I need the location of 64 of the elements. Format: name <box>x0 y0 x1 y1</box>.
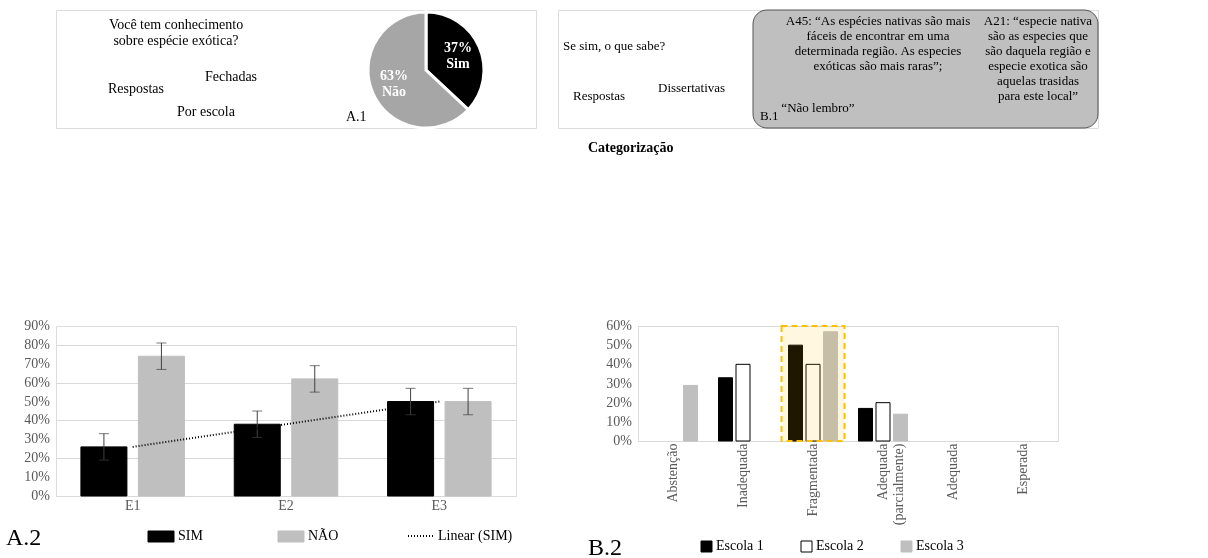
text: Respostas <box>108 81 164 96</box>
x-tick-label: E2 <box>278 497 294 513</box>
x-tick-label: Adequada (parcialmente) <box>875 442 907 526</box>
bar <box>805 363 821 442</box>
y-tick-label: 20% <box>24 450 51 466</box>
legend-label: Linear (SIM) <box>438 528 513 544</box>
bar <box>875 402 891 442</box>
text: Dissertativas <box>658 80 726 95</box>
y-tick-label: 30% <box>606 375 633 391</box>
x-tick-label: Inadequada <box>735 442 750 509</box>
text: Se sim, o que sabe? <box>563 38 666 53</box>
y-tick-label: 0% <box>613 433 633 448</box>
legend-label: SIM <box>178 528 204 543</box>
text: Por escola <box>177 104 236 119</box>
y-tick-label: 20% <box>606 394 633 410</box>
text: A45: “As espécies nativas são mais fáceis de encontrar em uma determinada região. As especies exóticas são mais raras”; <box>785 13 971 73</box>
x-tick-label: Fragmentada <box>805 442 820 517</box>
y-tick-label: 10% <box>24 469 51 485</box>
y-tick-label: 60% <box>606 318 633 333</box>
text: Respostas <box>573 88 625 103</box>
bar <box>137 355 185 497</box>
bar <box>788 344 803 442</box>
y-tick-label: 0% <box>31 488 51 503</box>
y-tick-label: 30% <box>24 431 51 447</box>
bar <box>823 331 838 442</box>
legend-label: NÃO <box>308 528 339 543</box>
y-tick-label: 80% <box>24 336 51 352</box>
y-tick-label: 50% <box>606 337 633 353</box>
bar <box>444 401 492 497</box>
bar <box>683 384 698 442</box>
text: A21: “especie nativa são as especies que são daquela região e especie exotica são aquelas trasidas para este local” <box>983 13 1093 103</box>
slice-label: Não <box>382 83 407 99</box>
x-tick-label: E1 <box>124 497 141 513</box>
text: A.2 <box>6 524 42 550</box>
y-tick-label: 40% <box>606 356 633 372</box>
x-tick-label: Esperada <box>1015 442 1030 495</box>
bar <box>858 407 873 442</box>
bar <box>735 363 751 442</box>
y-tick-label: 90% <box>24 318 51 333</box>
y-tick-label: 60% <box>24 374 51 390</box>
data-label: 63% <box>380 67 409 83</box>
text: B.2 <box>588 534 623 558</box>
bar <box>80 446 128 497</box>
bar <box>893 413 908 442</box>
y-tick-label: 50% <box>24 393 51 409</box>
y-tick-label: 40% <box>24 412 51 428</box>
text: A.1 <box>346 109 367 124</box>
bar <box>291 378 339 497</box>
chart-title: Categorização <box>588 140 674 156</box>
x-tick-label: Abstenção <box>665 443 680 503</box>
x-tick-label: E3 <box>431 497 448 513</box>
text: Você tem conhecimento sobre espécie exótica? <box>108 17 244 48</box>
legend-label: Escola 1 <box>716 538 764 553</box>
slice-label: Sim <box>446 56 470 72</box>
legend-label: Escola 3 <box>916 538 964 553</box>
y-tick-label: 10% <box>606 413 633 429</box>
data-label: 37% <box>443 40 472 56</box>
legend-label: Escola 2 <box>816 538 864 553</box>
x-tick-label: Adequada <box>945 442 960 501</box>
bar <box>718 377 733 442</box>
text: “Não lembro” <box>781 100 855 115</box>
text: Fechadas <box>204 69 258 84</box>
y-tick-label: 70% <box>24 355 51 371</box>
text: B.1 <box>760 108 779 123</box>
